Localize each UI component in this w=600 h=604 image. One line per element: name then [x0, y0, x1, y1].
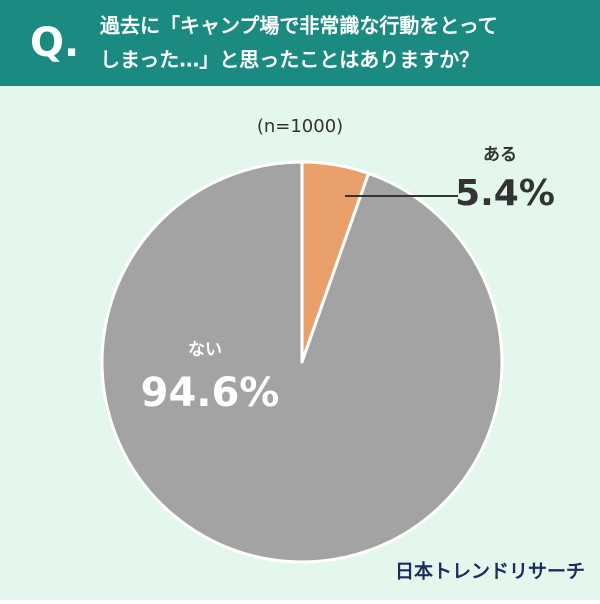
category-label: ない	[188, 340, 222, 360]
brand: 日本トレンドリサーチ	[395, 560, 585, 583]
question-line: しまった…」と思ったことはありますか？	[100, 48, 479, 72]
category-label: ある	[483, 145, 517, 165]
header-band	[0, 0, 600, 86]
pie-slice	[100, 160, 504, 564]
value-label: 5.4%	[455, 173, 555, 214]
question-line: 過去に「キャンプ場で非常識な行動をとって	[100, 14, 498, 38]
question-mark: Q.	[30, 20, 79, 66]
sample-size: (n=1000)	[257, 116, 343, 137]
pie	[100, 160, 504, 564]
value-label: 94.6%	[141, 370, 280, 416]
